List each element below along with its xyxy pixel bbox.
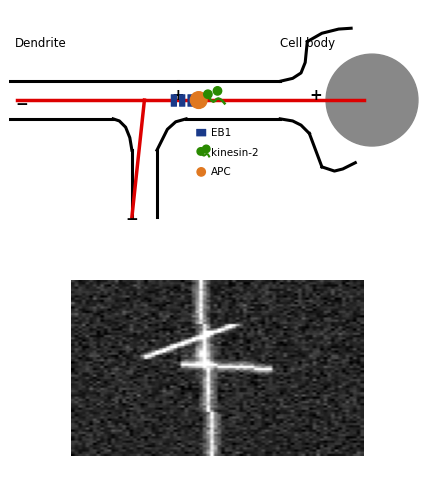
FancyBboxPatch shape (196, 129, 206, 137)
Circle shape (190, 92, 207, 108)
Text: −: − (125, 212, 138, 227)
Circle shape (213, 87, 221, 95)
Text: Cell body: Cell body (279, 38, 335, 50)
Circle shape (197, 148, 204, 155)
Text: +: + (309, 88, 322, 103)
FancyBboxPatch shape (170, 94, 177, 107)
Text: Dendrite: Dendrite (15, 38, 66, 50)
Text: −: − (15, 97, 28, 112)
Text: kinesin-2: kinesin-2 (211, 148, 258, 158)
Text: APC: APC (211, 167, 231, 177)
Circle shape (326, 54, 417, 146)
Text: +: + (171, 88, 184, 103)
FancyBboxPatch shape (187, 94, 193, 107)
Circle shape (203, 90, 212, 99)
FancyBboxPatch shape (179, 94, 185, 107)
Text: EB1: EB1 (211, 128, 231, 138)
Circle shape (197, 168, 205, 176)
Circle shape (202, 145, 210, 153)
